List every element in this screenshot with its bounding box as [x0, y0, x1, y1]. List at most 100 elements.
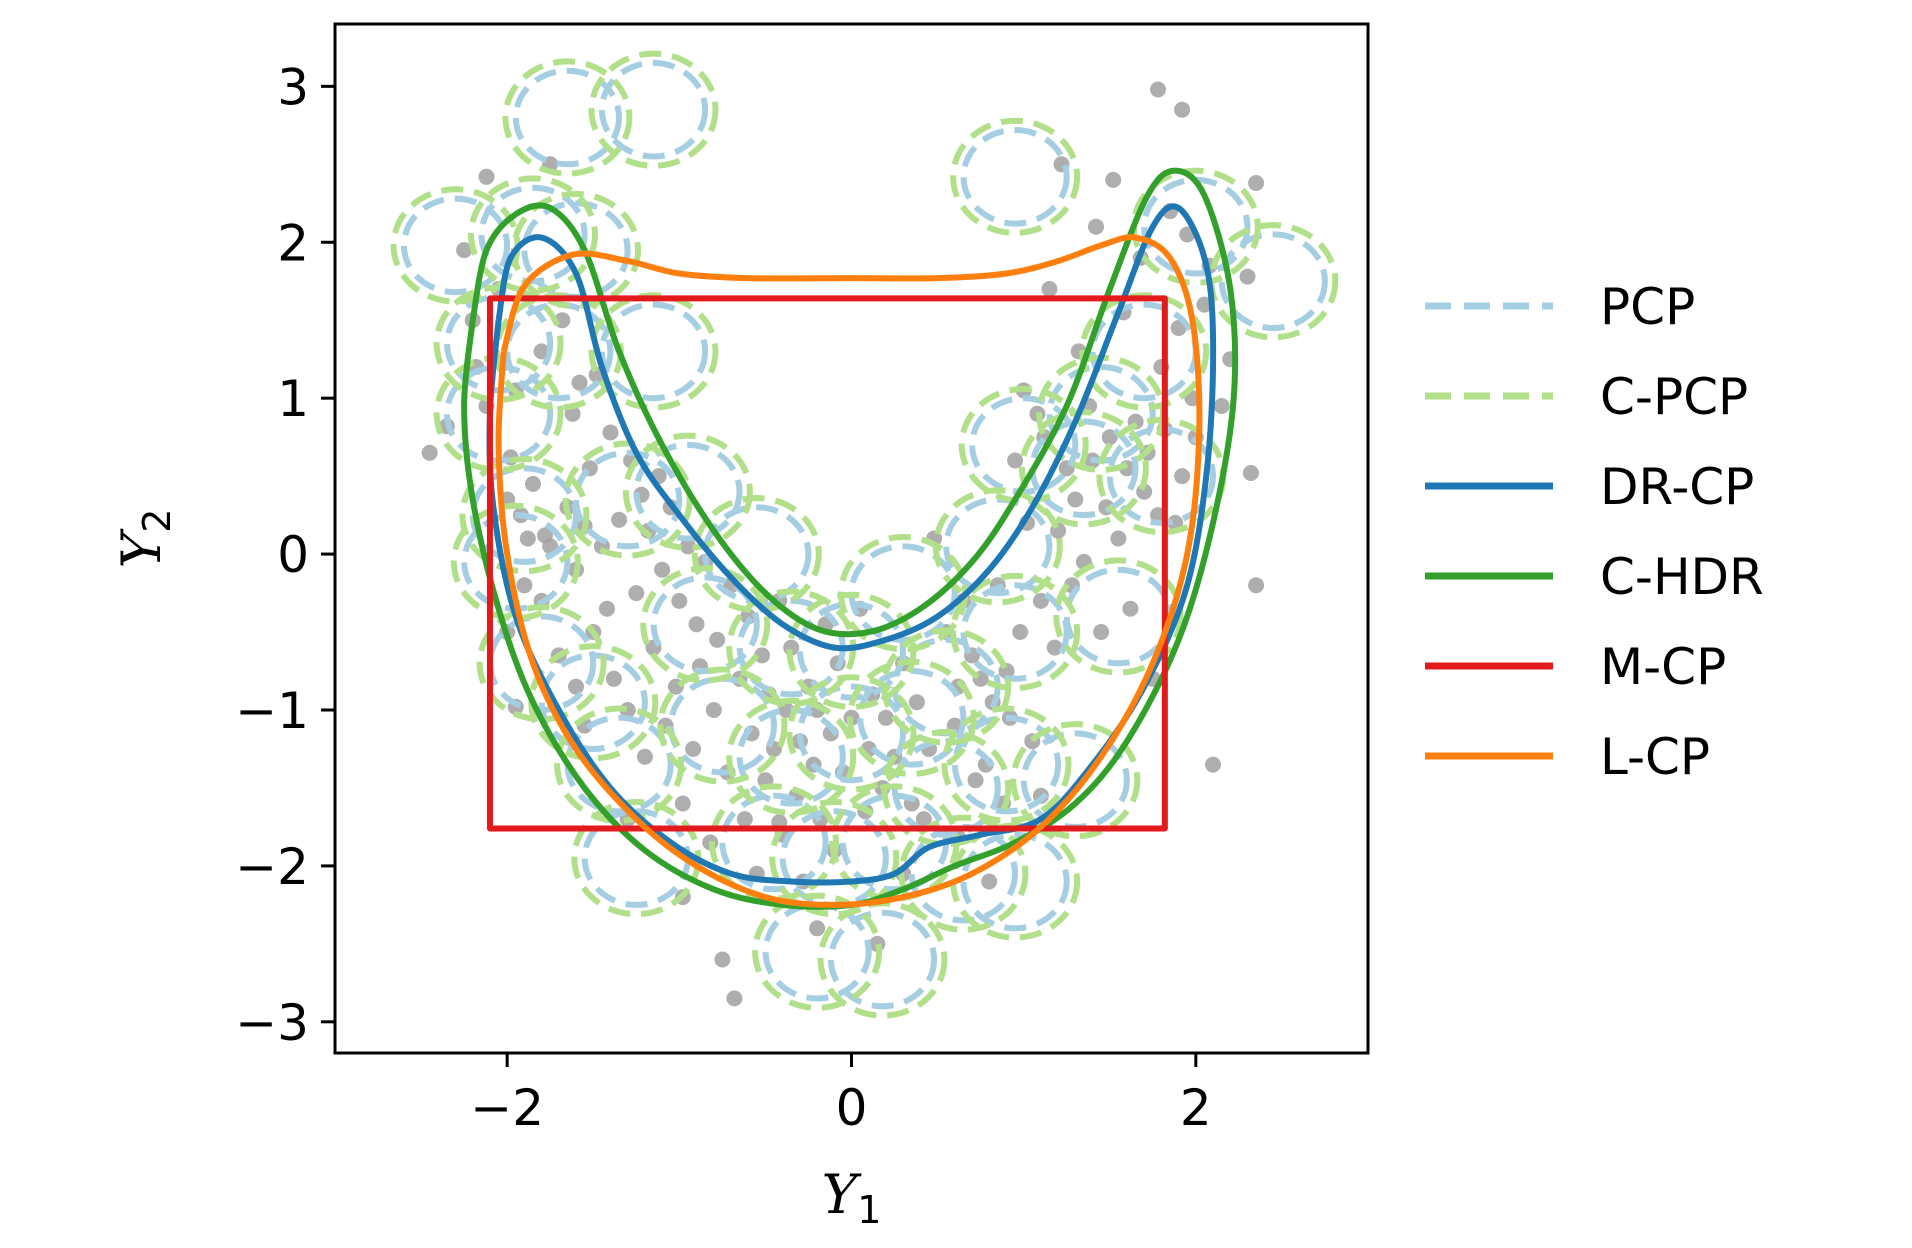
data-point-103	[967, 772, 984, 789]
data-point-63	[754, 647, 770, 664]
legend: PCP C-PCP DR-CP C-HDR M-CP L-CP	[1425, 278, 1764, 786]
series-0-circle-4	[478, 184, 588, 285]
y-axis-label: Y2	[110, 509, 179, 569]
series-0-circle-39	[719, 792, 829, 893]
data-point-48	[688, 616, 705, 633]
data-point-22	[571, 374, 588, 391]
plot-area	[390, 50, 1339, 1019]
x-axis-label-main: Y	[822, 1163, 862, 1226]
data-point-31	[611, 511, 628, 528]
data-point-157	[1205, 756, 1221, 773]
data-point-131	[1088, 218, 1104, 235]
y-axis-label-main: Y	[110, 528, 173, 568]
series-0-circle-45	[827, 909, 938, 1010]
series-0-circle-36	[951, 714, 1062, 815]
y-tick-label-1: −2	[235, 838, 309, 896]
series-0-circle-33	[796, 683, 907, 784]
data-point-162	[1248, 175, 1265, 191]
series-1-circle-8	[433, 284, 564, 403]
data-point-121	[1046, 639, 1063, 656]
series-0-circle-22	[943, 496, 1053, 597]
data-point-45	[674, 795, 691, 812]
series-0-circle-20	[969, 395, 1079, 495]
series-1-circle-44	[752, 892, 883, 1011]
series-0-circle-5	[521, 200, 631, 300]
series-1-circle-45	[817, 900, 948, 1019]
legend-label-1: C-PCP	[1600, 368, 1748, 426]
data-point-165	[1174, 101, 1191, 118]
series-1-circle-40	[769, 799, 900, 918]
series-1-circle-20	[958, 385, 1089, 505]
series-0-circle-31	[667, 675, 778, 776]
y-tick-label-3: 0	[277, 526, 309, 584]
data-point-34	[628, 585, 645, 602]
x-axis-ticks: −2 0 2	[470, 1053, 1212, 1137]
series-3-contour	[461, 167, 1239, 910]
data-point-106	[981, 873, 998, 890]
series-0-circle-29	[538, 652, 648, 753]
series-c-hdr	[461, 167, 1239, 910]
series-0-circle-14	[573, 449, 683, 550]
data-point-90	[877, 709, 894, 726]
series-0-circle-7	[1218, 231, 1328, 332]
data-point-52	[705, 702, 722, 718]
legend-label-0: PCP	[1600, 278, 1695, 336]
series-0-circle-0	[512, 67, 623, 168]
x-tick-label-1: 0	[836, 1079, 868, 1137]
data-point-163	[1248, 577, 1265, 594]
series-1-circle-26	[786, 591, 917, 710]
data-point-166	[478, 168, 495, 185]
legend-label-4: M-CP	[1600, 638, 1726, 696]
data-point-113	[1012, 624, 1029, 640]
series-1-circle-16	[691, 494, 822, 614]
series-1-circle-4	[468, 175, 598, 294]
data-point-126	[1067, 491, 1084, 508]
series-1-circle-0	[502, 58, 633, 177]
series-1-circle-24	[1053, 557, 1184, 676]
data-point-164	[1150, 81, 1166, 98]
series-1-circle-2	[950, 117, 1081, 236]
data-point-13	[525, 475, 541, 492]
series-1-circle-42	[898, 814, 1029, 933]
data-point-0	[421, 444, 438, 461]
y-tick-label-4: 1	[277, 370, 309, 428]
data-point-177	[809, 920, 826, 937]
series-1-circle-11	[433, 354, 564, 473]
data-point-11	[516, 577, 533, 594]
series-1-circle-14	[562, 440, 693, 559]
y-tick-label-2: −1	[235, 682, 309, 740]
y-axis-ticks: −3 −2 −1 0 1 2 3	[235, 58, 335, 1052]
series-1-circle-32	[726, 697, 857, 816]
data-point-120	[1041, 281, 1058, 297]
series-1-circle-37	[1010, 721, 1141, 840]
series-1-circle-13	[450, 502, 581, 622]
series-1-circle-47	[881, 627, 1012, 746]
series-1-circle-10	[588, 292, 719, 411]
data-point-47	[685, 741, 702, 757]
series-0-circle-15	[633, 441, 743, 542]
series-1-circle-1	[588, 50, 719, 169]
series-0-circle-38	[581, 808, 691, 908]
series-1-circle-31	[657, 666, 788, 785]
y-tick-label-0: −3	[235, 994, 309, 1052]
series-1-circle-19	[1018, 409, 1149, 528]
legend-label-3: C-HDR	[1600, 548, 1764, 606]
series-1-circle-15	[622, 432, 753, 551]
data-point-2	[456, 242, 473, 259]
y-tick-label-6: 3	[277, 58, 309, 116]
data-point-46	[679, 538, 696, 555]
series-0-circle-46	[650, 574, 760, 675]
legend-label-5: L-CP	[1600, 728, 1710, 786]
data-point-136	[1110, 530, 1127, 547]
data-point-176	[568, 678, 584, 695]
data-point-95	[915, 811, 932, 828]
legend-label-2: DR-CP	[1600, 458, 1754, 516]
data-point-132	[1093, 624, 1110, 640]
series-5-contour	[495, 234, 1203, 908]
data-point-53	[709, 631, 726, 648]
data-point-54	[714, 951, 731, 968]
data-point-112	[1007, 452, 1024, 469]
series-0-circle-37	[1020, 730, 1130, 831]
x-axis-label-sub: 1	[857, 1188, 881, 1232]
